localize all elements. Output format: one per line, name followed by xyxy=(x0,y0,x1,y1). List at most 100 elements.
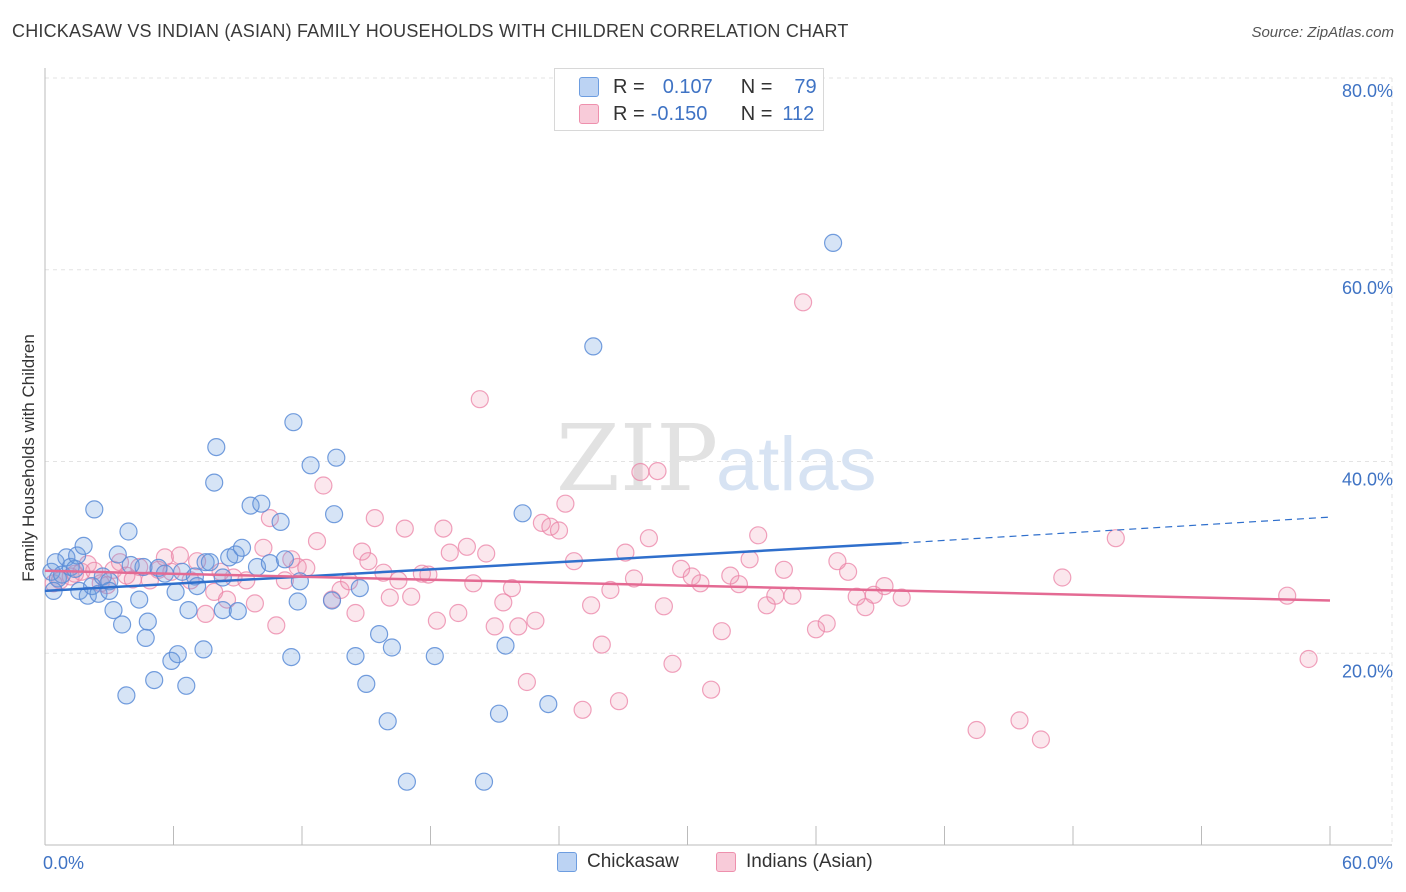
indians-point xyxy=(783,586,802,605)
indians-point xyxy=(774,560,794,579)
indians-point xyxy=(346,603,365,623)
chickasaw-point xyxy=(213,568,232,587)
legend-n-key: N = xyxy=(740,75,773,98)
indians-point xyxy=(601,580,620,600)
chickasaw-point xyxy=(166,582,185,602)
chickasaw-point xyxy=(327,448,346,467)
indians-point xyxy=(427,611,446,630)
y-tick-label: 80.0% xyxy=(1342,81,1393,101)
legend-n-value: 79 xyxy=(794,75,817,98)
indians-point xyxy=(1031,730,1051,749)
data-points xyxy=(42,233,1318,791)
chickasaw-point xyxy=(397,772,416,791)
chickasaw-point xyxy=(130,590,149,609)
indians-point xyxy=(434,519,453,538)
indians-point xyxy=(624,569,644,588)
correlation-legend: R = 0.107 N = 79 R = -0.150 N = 112 xyxy=(554,68,824,131)
chickasaw-point xyxy=(271,512,290,532)
y-tick-label: 40.0% xyxy=(1342,470,1393,490)
indians-point xyxy=(395,519,414,538)
chickasaw-point xyxy=(108,545,127,564)
chickasaw-point xyxy=(188,576,207,596)
indians-point xyxy=(549,521,569,540)
indians-point xyxy=(856,598,875,617)
indians-point xyxy=(1106,529,1125,548)
chickasaw-point xyxy=(213,600,232,620)
indians-point xyxy=(817,614,836,633)
chickasaw-point xyxy=(207,438,226,457)
indians-point xyxy=(892,588,911,607)
chickasaw-point xyxy=(252,494,271,513)
indians-point xyxy=(267,616,286,635)
chickasaw-point xyxy=(346,646,365,666)
indians-point xyxy=(639,529,659,548)
chickasaw-point xyxy=(162,651,181,671)
indians-point xyxy=(485,617,504,636)
chickasaw-point xyxy=(200,553,219,572)
chickasaw-point xyxy=(322,591,342,610)
chickasaw-point xyxy=(275,550,294,569)
legend-r-key: R = xyxy=(613,75,645,98)
source-credit: Source: ZipAtlas.com xyxy=(1251,24,1394,41)
indians-point xyxy=(740,550,759,569)
tick-labels: 80.0% 60.0% 40.0% 20.0% 0.0% 60.0% xyxy=(43,81,1393,873)
indians-point xyxy=(875,576,894,596)
y-tick-label: 60.0% xyxy=(1342,278,1393,298)
chickasaw-point xyxy=(260,553,279,573)
indians-point xyxy=(502,578,521,598)
legend-n-key: N = xyxy=(740,102,773,125)
legend-item-indians: Indians (Asian) xyxy=(716,851,873,873)
indians-point xyxy=(494,593,513,612)
indians-point xyxy=(196,604,215,624)
chickasaw-point xyxy=(194,640,213,659)
chickasaw-point xyxy=(489,704,509,723)
chickasaw-point xyxy=(282,647,301,667)
indians-point xyxy=(838,562,858,581)
axes xyxy=(44,68,1392,846)
chickasaw-point xyxy=(177,676,196,695)
indians-point xyxy=(793,293,813,312)
chickasaw-point xyxy=(350,578,369,598)
legend-r-value: 0.107 xyxy=(662,75,713,98)
indians-point xyxy=(648,462,667,481)
x-tick-label: 60.0% xyxy=(1342,853,1393,873)
chickasaw-point xyxy=(425,646,444,666)
indians-point xyxy=(170,546,189,565)
chickasaw-point xyxy=(104,600,123,620)
indians-point xyxy=(671,559,691,579)
watermark-atlas: atlas xyxy=(716,422,877,507)
indians-point xyxy=(701,680,721,699)
chickasaw-point xyxy=(205,473,224,492)
indians-point xyxy=(352,542,372,561)
indians-point xyxy=(517,672,537,692)
chickasaw-point xyxy=(196,553,215,572)
chickasaw-point xyxy=(382,638,401,657)
indians-point xyxy=(556,494,575,513)
chickasaw-point xyxy=(112,615,132,634)
chickasaw-point xyxy=(584,337,603,356)
chickasaw-point xyxy=(89,584,108,603)
indians-point xyxy=(254,538,273,557)
indians-point xyxy=(729,575,749,594)
indians-point xyxy=(616,543,635,562)
indians-point xyxy=(654,597,674,616)
indians-point xyxy=(245,594,264,613)
chickasaw-point xyxy=(284,413,303,432)
indians-point xyxy=(470,390,489,409)
chickasaw-point xyxy=(496,636,515,655)
indians-point xyxy=(389,571,408,590)
indians-swatch xyxy=(579,104,599,124)
indians-point xyxy=(440,543,459,562)
indians-point xyxy=(712,622,731,641)
chickasaw-point xyxy=(370,624,389,644)
indians-point xyxy=(464,574,483,593)
indians-point xyxy=(477,544,496,563)
legend-item-chickasaw: Chickasaw xyxy=(557,851,679,873)
watermark-zip: ZIP xyxy=(556,405,718,512)
chickasaw-point xyxy=(378,712,397,731)
indians-point xyxy=(359,552,378,571)
indians-point xyxy=(457,537,476,556)
chart-title: CHICKASAW VS INDIAN (ASIAN) FAMILY HOUSE… xyxy=(12,21,849,41)
chickasaw-point xyxy=(138,612,157,631)
chickasaw-swatch xyxy=(557,852,577,872)
